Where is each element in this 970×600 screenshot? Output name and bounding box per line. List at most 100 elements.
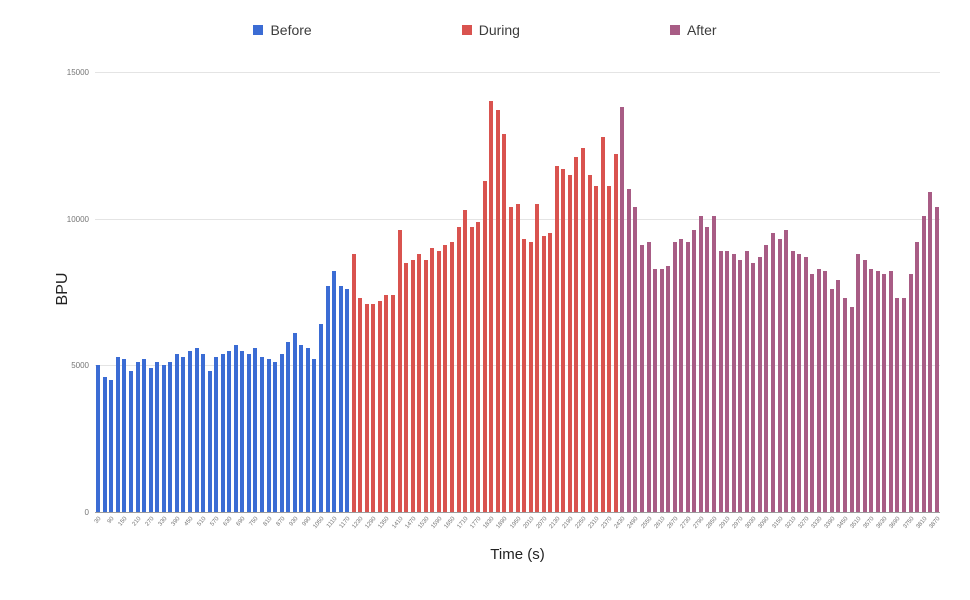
bar-after-3690 xyxy=(895,297,900,512)
bar-after-3090 xyxy=(764,245,769,512)
bar-after-3360 xyxy=(823,271,828,512)
bar-before-540 xyxy=(207,371,212,512)
bar-after-3180 xyxy=(784,230,789,512)
bar-after-3630 xyxy=(882,274,887,512)
bar-before-300 xyxy=(155,362,160,512)
bar-before-60 xyxy=(102,377,107,512)
bar-during-1620 xyxy=(443,245,448,512)
bar-before-840 xyxy=(273,362,278,512)
bar-after-3450 xyxy=(843,297,848,512)
bar-after-3150 xyxy=(777,239,782,512)
bar-before-1110 xyxy=(332,271,337,512)
bar-after-3780 xyxy=(915,242,920,512)
bar-before-240 xyxy=(142,359,147,512)
bar-before-1140 xyxy=(338,286,343,512)
bar-during-1950 xyxy=(515,204,520,512)
bar-after-3750 xyxy=(908,274,913,512)
bar-after-3000 xyxy=(744,250,749,512)
bar-after-3840 xyxy=(928,192,933,512)
bar-after-3480 xyxy=(849,306,854,512)
bar-before-360 xyxy=(168,362,173,512)
bar-before-210 xyxy=(135,362,140,512)
bar-during-2130 xyxy=(554,165,559,512)
bar-during-2010 xyxy=(528,242,533,512)
bar-after-3270 xyxy=(803,256,808,512)
legend-swatch-after xyxy=(669,25,680,35)
bar-before-90 xyxy=(109,380,114,512)
bar-after-3240 xyxy=(797,253,802,512)
bar-during-1650 xyxy=(449,242,454,512)
bar-after-3510 xyxy=(856,253,861,512)
bar-before-1050 xyxy=(318,324,323,512)
bar-before-420 xyxy=(181,356,186,512)
bar-during-1290 xyxy=(371,303,376,512)
legend-item-during: During xyxy=(461,22,520,38)
bar-during-1200 xyxy=(351,253,356,512)
gridline xyxy=(95,72,940,73)
bar-during-2160 xyxy=(561,168,566,512)
bar-before-120 xyxy=(115,356,120,512)
bar-before-510 xyxy=(201,353,206,512)
bar-before-570 xyxy=(214,356,219,512)
bar-during-1350 xyxy=(384,294,389,512)
legend-item-before: Before xyxy=(253,22,312,38)
bar-before-30 xyxy=(96,365,101,512)
bar-after-3660 xyxy=(888,271,893,512)
bar-during-1740 xyxy=(469,227,474,512)
bar-during-1980 xyxy=(522,239,527,512)
bar-during-1560 xyxy=(430,248,435,512)
bar-after-2430 xyxy=(620,107,625,512)
legend-label-after: After xyxy=(686,22,717,38)
bar-before-1020 xyxy=(312,359,317,512)
bar-after-2760 xyxy=(692,230,697,512)
bar-after-3720 xyxy=(901,297,906,512)
y-tick-label: 10000 xyxy=(66,214,89,224)
bar-after-2970 xyxy=(738,259,743,512)
bar-during-2100 xyxy=(548,233,553,512)
bar-before-600 xyxy=(220,353,225,512)
bar-during-1500 xyxy=(417,253,422,512)
bar-before-810 xyxy=(266,359,271,512)
bar-during-1260 xyxy=(364,303,369,512)
chart-legend: Before During After xyxy=(0,22,970,38)
legend-label-before: Before xyxy=(270,22,312,38)
bar-during-1410 xyxy=(397,230,402,512)
bar-after-3060 xyxy=(757,256,762,512)
y-axis-title: BPU xyxy=(54,272,71,306)
bar-after-2640 xyxy=(666,265,671,512)
bar-during-2340 xyxy=(600,136,605,512)
bar-after-2940 xyxy=(731,253,736,512)
bar-during-1710 xyxy=(463,209,468,512)
bar-after-2790 xyxy=(698,215,703,512)
x-axis-title: Time (s) xyxy=(490,546,545,563)
bar-during-2220 xyxy=(574,157,579,512)
bar-after-3390 xyxy=(829,289,834,512)
bar-during-1440 xyxy=(404,262,409,512)
bar-after-2610 xyxy=(659,268,664,512)
bar-during-2070 xyxy=(541,236,546,512)
bar-before-990 xyxy=(305,347,310,512)
bar-before-780 xyxy=(260,356,265,512)
bar-before-660 xyxy=(233,344,238,512)
bar-before-330 xyxy=(161,365,166,512)
legend-swatch-during xyxy=(461,25,472,35)
bar-during-1890 xyxy=(502,133,507,512)
bar-after-2880 xyxy=(718,250,723,512)
bar-after-3300 xyxy=(810,274,815,512)
bar-after-2460 xyxy=(626,189,631,512)
y-tick-label: 0 xyxy=(84,508,89,517)
bar-before-750 xyxy=(253,347,258,512)
bar-during-2040 xyxy=(535,204,540,512)
bar-after-2910 xyxy=(725,250,730,512)
bar-during-1230 xyxy=(358,297,363,512)
bar-before-1080 xyxy=(325,286,330,512)
bar-during-1830 xyxy=(489,101,494,512)
bar-after-3330 xyxy=(816,268,821,512)
legend-label-during: During xyxy=(478,22,520,38)
bar-before-930 xyxy=(292,333,297,512)
bar-before-1170 xyxy=(345,289,350,512)
bar-after-3600 xyxy=(875,271,880,512)
bar-after-2580 xyxy=(653,268,658,512)
bar-during-1920 xyxy=(508,206,513,512)
